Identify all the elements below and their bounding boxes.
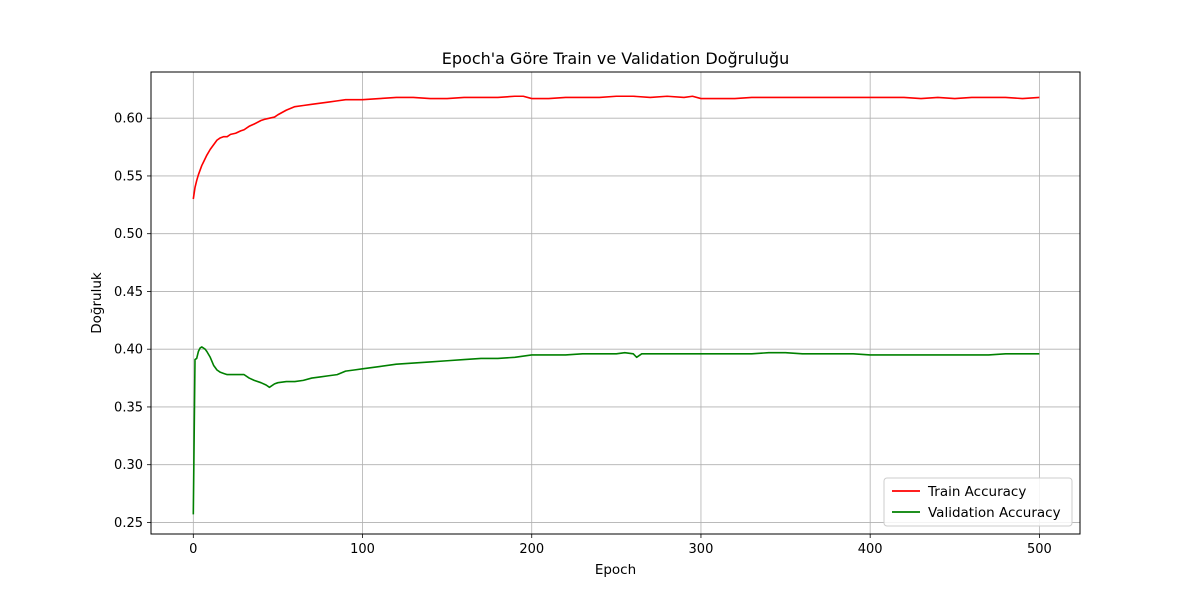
- y-tick-label: 0.60: [114, 112, 143, 127]
- x-tick-label: 200: [519, 542, 544, 557]
- x-tick-label: 300: [689, 542, 714, 557]
- x-axis-label: Epoch: [595, 562, 636, 578]
- x-tick-label: 100: [350, 542, 375, 557]
- legend-box: [883, 477, 1073, 527]
- y-tick-label: 0.50: [114, 227, 143, 242]
- ticks: 0 100 200 300 400 500 0.25 0.30 0.35 0.40 0.45 0.50…: [114, 112, 1052, 557]
- legend-label: Validation Accuracy: [928, 505, 1061, 521]
- x-tick-label: 400: [858, 542, 883, 557]
- y-axis-label: Doğruluk: [89, 272, 105, 334]
- plot-frame: [150, 71, 1081, 535]
- y-tick-label: 0.40: [114, 343, 143, 358]
- y-tick-label: 0.25: [114, 516, 143, 531]
- chart-title: Epoch'a Göre Train ve Validation Doğrulu…: [442, 49, 789, 68]
- series-line-train-accuracy: [192, 95, 1040, 200]
- x-tick-label: 0: [189, 542, 197, 557]
- y-tick-label: 0.30: [114, 458, 143, 473]
- series-layer: [192, 95, 1040, 515]
- legend-label: Train Accuracy: [927, 484, 1026, 500]
- series-line-validation-accuracy: [192, 346, 1040, 515]
- y-tick-label: 0.55: [114, 169, 143, 184]
- x-tick-label: 500: [1027, 542, 1052, 557]
- y-tick-label: 0.35: [114, 400, 143, 415]
- legend: Train Accuracy Validation Accuracy: [883, 477, 1073, 527]
- y-tick-label: 0.45: [114, 285, 143, 300]
